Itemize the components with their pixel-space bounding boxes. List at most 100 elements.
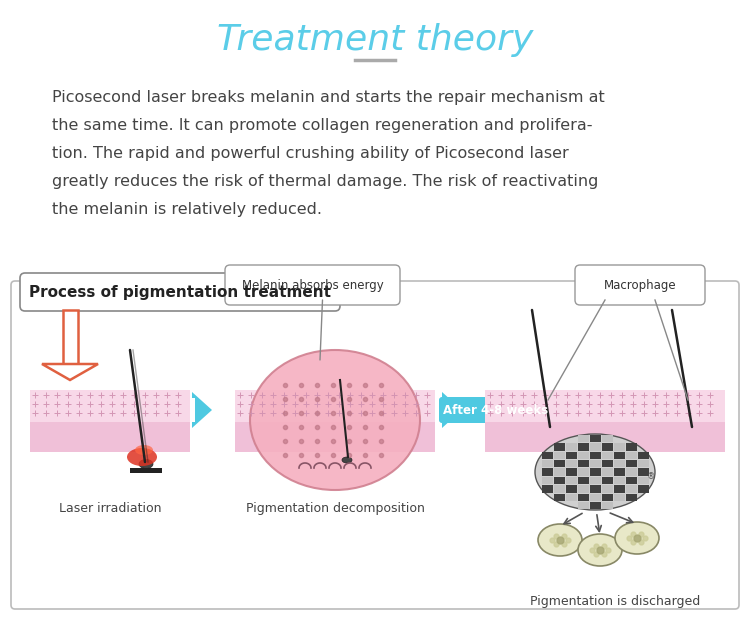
Bar	[590, 502, 601, 509]
Bar	[602, 451, 613, 459]
Text: greatly reduces the risk of thermal damage. The risk of reactivating: greatly reduces the risk of thermal dama…	[52, 174, 599, 189]
Ellipse shape	[250, 350, 420, 490]
Bar	[566, 477, 577, 484]
Bar	[554, 443, 565, 451]
Bar	[626, 485, 637, 492]
Text: Melanin absorbs energy: Melanin absorbs energy	[242, 278, 383, 292]
Bar	[614, 468, 625, 476]
Bar	[626, 493, 637, 501]
Bar	[638, 460, 649, 467]
Bar	[130, 468, 162, 473]
FancyBboxPatch shape	[11, 281, 739, 609]
Text: Pigmentation is discharged: Pigmentation is discharged	[530, 595, 700, 608]
Text: tion. The rapid and powerful crushing ability of Picosecond laser: tion. The rapid and powerful crushing ab…	[52, 146, 568, 161]
Bar	[626, 451, 637, 459]
FancyArrow shape	[192, 392, 212, 428]
Bar	[578, 435, 589, 442]
Bar	[602, 477, 613, 484]
Bar	[566, 485, 577, 492]
Ellipse shape	[538, 524, 582, 556]
Bar	[542, 451, 553, 459]
Bar	[542, 485, 553, 492]
Bar	[566, 460, 577, 467]
Bar	[578, 443, 589, 451]
Bar	[614, 443, 625, 451]
Ellipse shape	[615, 522, 659, 554]
FancyBboxPatch shape	[439, 397, 553, 423]
Bar	[566, 443, 577, 451]
Bar	[602, 468, 613, 476]
Bar	[578, 493, 589, 501]
Bar	[590, 477, 601, 484]
Bar	[626, 468, 637, 476]
Text: the melanin is relatively reduced.: the melanin is relatively reduced.	[52, 202, 322, 217]
FancyArrow shape	[440, 392, 462, 428]
Ellipse shape	[342, 457, 352, 463]
Text: Treatment theory: Treatment theory	[217, 23, 533, 57]
Bar	[590, 485, 601, 492]
Bar	[566, 493, 577, 501]
Bar	[590, 460, 601, 467]
Bar	[554, 477, 565, 484]
Bar	[602, 493, 613, 501]
Bar	[554, 460, 565, 467]
Bar	[578, 477, 589, 484]
Polygon shape	[42, 364, 98, 380]
Bar	[554, 451, 565, 459]
Bar	[30, 390, 190, 422]
Text: ®: ®	[647, 473, 656, 482]
Bar	[614, 460, 625, 467]
Bar	[566, 451, 577, 459]
FancyBboxPatch shape	[20, 273, 340, 311]
FancyBboxPatch shape	[225, 265, 400, 305]
Bar	[602, 435, 613, 442]
Bar	[554, 485, 565, 492]
Bar	[578, 468, 589, 476]
Text: the same time. It can promote collagen regeneration and prolifera-: the same time. It can promote collagen r…	[52, 118, 593, 133]
Bar	[590, 468, 601, 476]
Ellipse shape	[578, 534, 622, 566]
Bar	[638, 468, 649, 476]
Bar	[590, 451, 601, 459]
Bar	[30, 422, 190, 452]
Bar	[542, 460, 553, 467]
Ellipse shape	[535, 434, 655, 510]
Bar	[602, 502, 613, 509]
Bar	[602, 443, 613, 451]
Bar	[485, 422, 725, 452]
Bar	[542, 468, 553, 476]
Bar	[626, 460, 637, 467]
Bar	[614, 485, 625, 492]
Bar	[235, 422, 435, 452]
Bar	[235, 390, 435, 422]
Text: Macrophage: Macrophage	[604, 278, 676, 292]
Bar	[578, 460, 589, 467]
Bar	[638, 451, 649, 459]
Bar	[638, 477, 649, 484]
Bar	[626, 443, 637, 451]
Text: Pigmentation decomposition: Pigmentation decomposition	[245, 502, 424, 515]
Ellipse shape	[139, 460, 153, 468]
Ellipse shape	[135, 445, 153, 455]
Bar	[578, 502, 589, 509]
Bar	[542, 477, 553, 484]
Bar	[566, 468, 577, 476]
Ellipse shape	[127, 448, 157, 466]
Bar	[602, 485, 613, 492]
Text: Laser irradiation: Laser irradiation	[58, 502, 161, 515]
Bar	[614, 477, 625, 484]
Bar	[554, 493, 565, 501]
Bar	[638, 485, 649, 492]
Bar	[614, 451, 625, 459]
Bar	[590, 435, 601, 442]
Bar	[485, 390, 725, 422]
Bar	[590, 493, 601, 501]
Text: After 4-8 weeks: After 4-8 weeks	[443, 404, 548, 416]
Bar	[578, 451, 589, 459]
Text: Picosecond laser breaks melanin and starts the repair mechanism at: Picosecond laser breaks melanin and star…	[52, 90, 605, 105]
Bar	[602, 460, 613, 467]
Bar	[578, 485, 589, 492]
Text: Process of pigmentation treatment: Process of pigmentation treatment	[29, 285, 331, 300]
Bar	[590, 443, 601, 451]
Bar	[614, 493, 625, 501]
